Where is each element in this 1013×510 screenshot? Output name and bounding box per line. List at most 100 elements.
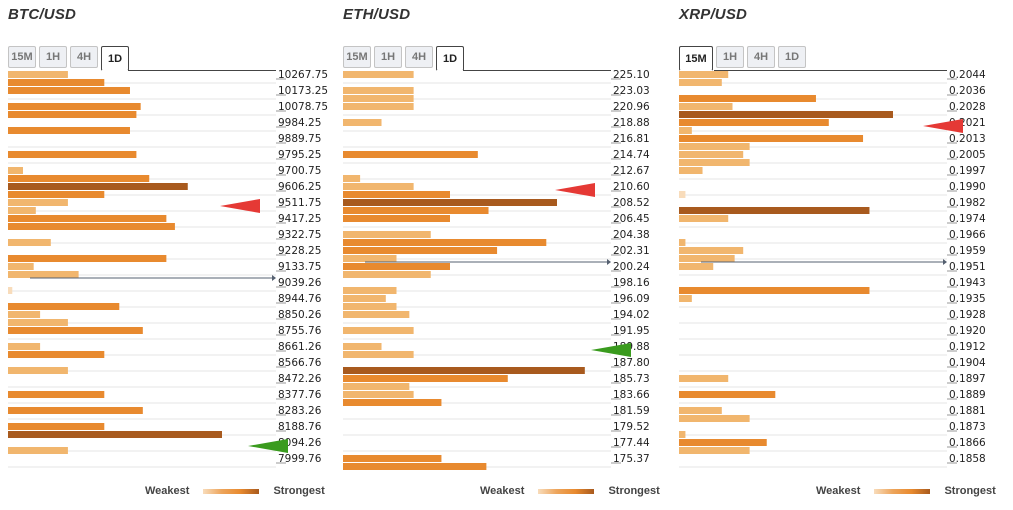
- level-bar: [679, 239, 686, 246]
- current-price-marker: [272, 275, 276, 281]
- level-bar: [343, 263, 450, 270]
- level-bar: [8, 223, 175, 230]
- tab-1h[interactable]: 1H: [374, 46, 402, 68]
- price-label: 10078.75: [278, 101, 328, 113]
- level-bar: [8, 255, 167, 262]
- price-label: 0.1997: [949, 165, 986, 177]
- price-label: 0.2013: [949, 133, 986, 145]
- price-label: 198.16: [613, 277, 650, 289]
- tab-15m[interactable]: 15M: [8, 46, 36, 68]
- level-bar: [8, 183, 188, 190]
- price-label: 9889.75: [278, 133, 321, 145]
- tab-1h[interactable]: 1H: [716, 46, 744, 68]
- level-bar: [8, 191, 105, 198]
- level-bar: [679, 407, 722, 414]
- price-label: 8850.26: [278, 309, 322, 321]
- level-bar: [343, 191, 450, 198]
- level-bar: [8, 207, 36, 214]
- level-bar: [8, 87, 130, 94]
- price-label: 206.45: [613, 213, 650, 225]
- legend-weakest-label: Weakest: [816, 485, 861, 497]
- current-price-marker: [607, 259, 611, 265]
- level-bar: [343, 295, 386, 302]
- timeframe-tabs: 15M 1H 4H 1D: [343, 46, 467, 71]
- level-bar: [679, 71, 729, 78]
- price-label: 0.1951: [949, 261, 986, 273]
- price-label: 220.96: [613, 101, 650, 113]
- level-bar: [679, 263, 714, 270]
- tab-1h[interactable]: 1H: [39, 46, 67, 68]
- price-label: 9795.25: [278, 149, 321, 161]
- confluence-chart-eth: 225.10 223.03 220.96 218.88 216.81 214.74 212.…: [343, 69, 650, 470]
- level-bar: [343, 367, 585, 374]
- level-bar: [8, 447, 68, 454]
- legend-weakest-label: Weakest: [145, 485, 190, 497]
- price-label: 210.60: [613, 181, 650, 193]
- price-label: 9417.25: [278, 213, 321, 225]
- price-label: 177.44: [613, 437, 650, 449]
- level-bar: [8, 71, 68, 78]
- tab-1d[interactable]: 1D: [436, 46, 464, 71]
- price-label: 181.59: [613, 405, 650, 417]
- timeframe-tabs: 15M 1H 4H 1D: [679, 46, 809, 71]
- legend: Weakest Strongest: [816, 485, 996, 497]
- price-label: 212.67: [613, 165, 650, 177]
- price-label: 223.03: [613, 85, 650, 97]
- tab-4h[interactable]: 4H: [405, 46, 433, 68]
- level-bar: [8, 367, 68, 374]
- level-bar: [679, 295, 692, 302]
- price-label: 9606.25: [278, 181, 321, 193]
- level-bar: [679, 159, 750, 166]
- level-bar: [343, 119, 382, 126]
- price-label: 0.1943: [949, 277, 986, 289]
- level-bar: [8, 215, 167, 222]
- level-bar: [343, 215, 450, 222]
- tab-15m[interactable]: 15M: [343, 46, 371, 68]
- price-label: 8377.76: [278, 389, 322, 401]
- price-label: 9511.75: [278, 197, 321, 209]
- level-bar: [679, 287, 870, 294]
- confluence-chart-btc: 10267.75 10173.25 10078.75 9984.25 9889.75 97…: [8, 69, 328, 468]
- level-bar: [343, 255, 397, 262]
- current-price-marker: [943, 259, 947, 265]
- level-bar: [8, 167, 23, 174]
- price-label: 8944.76: [278, 293, 322, 305]
- price-label: 0.1858: [949, 453, 986, 465]
- pair-title: ETH/USD: [343, 6, 411, 23]
- price-label: 8472.26: [278, 373, 322, 385]
- level-bar: [8, 423, 105, 430]
- level-bar: [679, 79, 722, 86]
- level-bar: [679, 135, 864, 142]
- price-label: 204.38: [613, 229, 650, 241]
- price-label: 0.2044: [949, 69, 986, 81]
- price-label: 0.1897: [949, 373, 986, 385]
- xrp-panel: XRP/USD 15M 1H 4H 1D 0.2044 0.2036 0.2028 0…: [679, 0, 996, 510]
- tab-underline: [714, 70, 947, 71]
- level-bar: [8, 103, 141, 110]
- level-bar: [343, 103, 414, 110]
- price-label: 0.1881: [949, 405, 986, 417]
- level-bar: [8, 319, 68, 326]
- level-bar: [679, 151, 744, 158]
- pair-title: XRP/USD: [679, 6, 748, 23]
- tab-4h[interactable]: 4H: [70, 46, 98, 68]
- level-bar: [679, 415, 750, 422]
- level-bar: [343, 399, 442, 406]
- price-label: 0.1889: [949, 389, 986, 401]
- level-bar: [343, 383, 410, 390]
- price-label: 187.80: [613, 357, 650, 369]
- legend: Weakest Strongest: [145, 485, 325, 497]
- level-bar: [8, 303, 120, 310]
- price-label: 175.37: [613, 453, 650, 465]
- tab-4h[interactable]: 4H: [747, 46, 775, 68]
- level-bar: [679, 447, 750, 454]
- tab-15m[interactable]: 15M: [679, 46, 713, 71]
- level-bar: [8, 127, 130, 134]
- price-label: 9984.25: [278, 117, 321, 129]
- level-bar: [343, 207, 489, 214]
- tab-1d[interactable]: 1D: [778, 46, 806, 68]
- level-bar: [343, 87, 414, 94]
- price-label: 9039.26: [278, 277, 322, 289]
- level-bar: [343, 327, 414, 334]
- tab-1d[interactable]: 1D: [101, 46, 129, 71]
